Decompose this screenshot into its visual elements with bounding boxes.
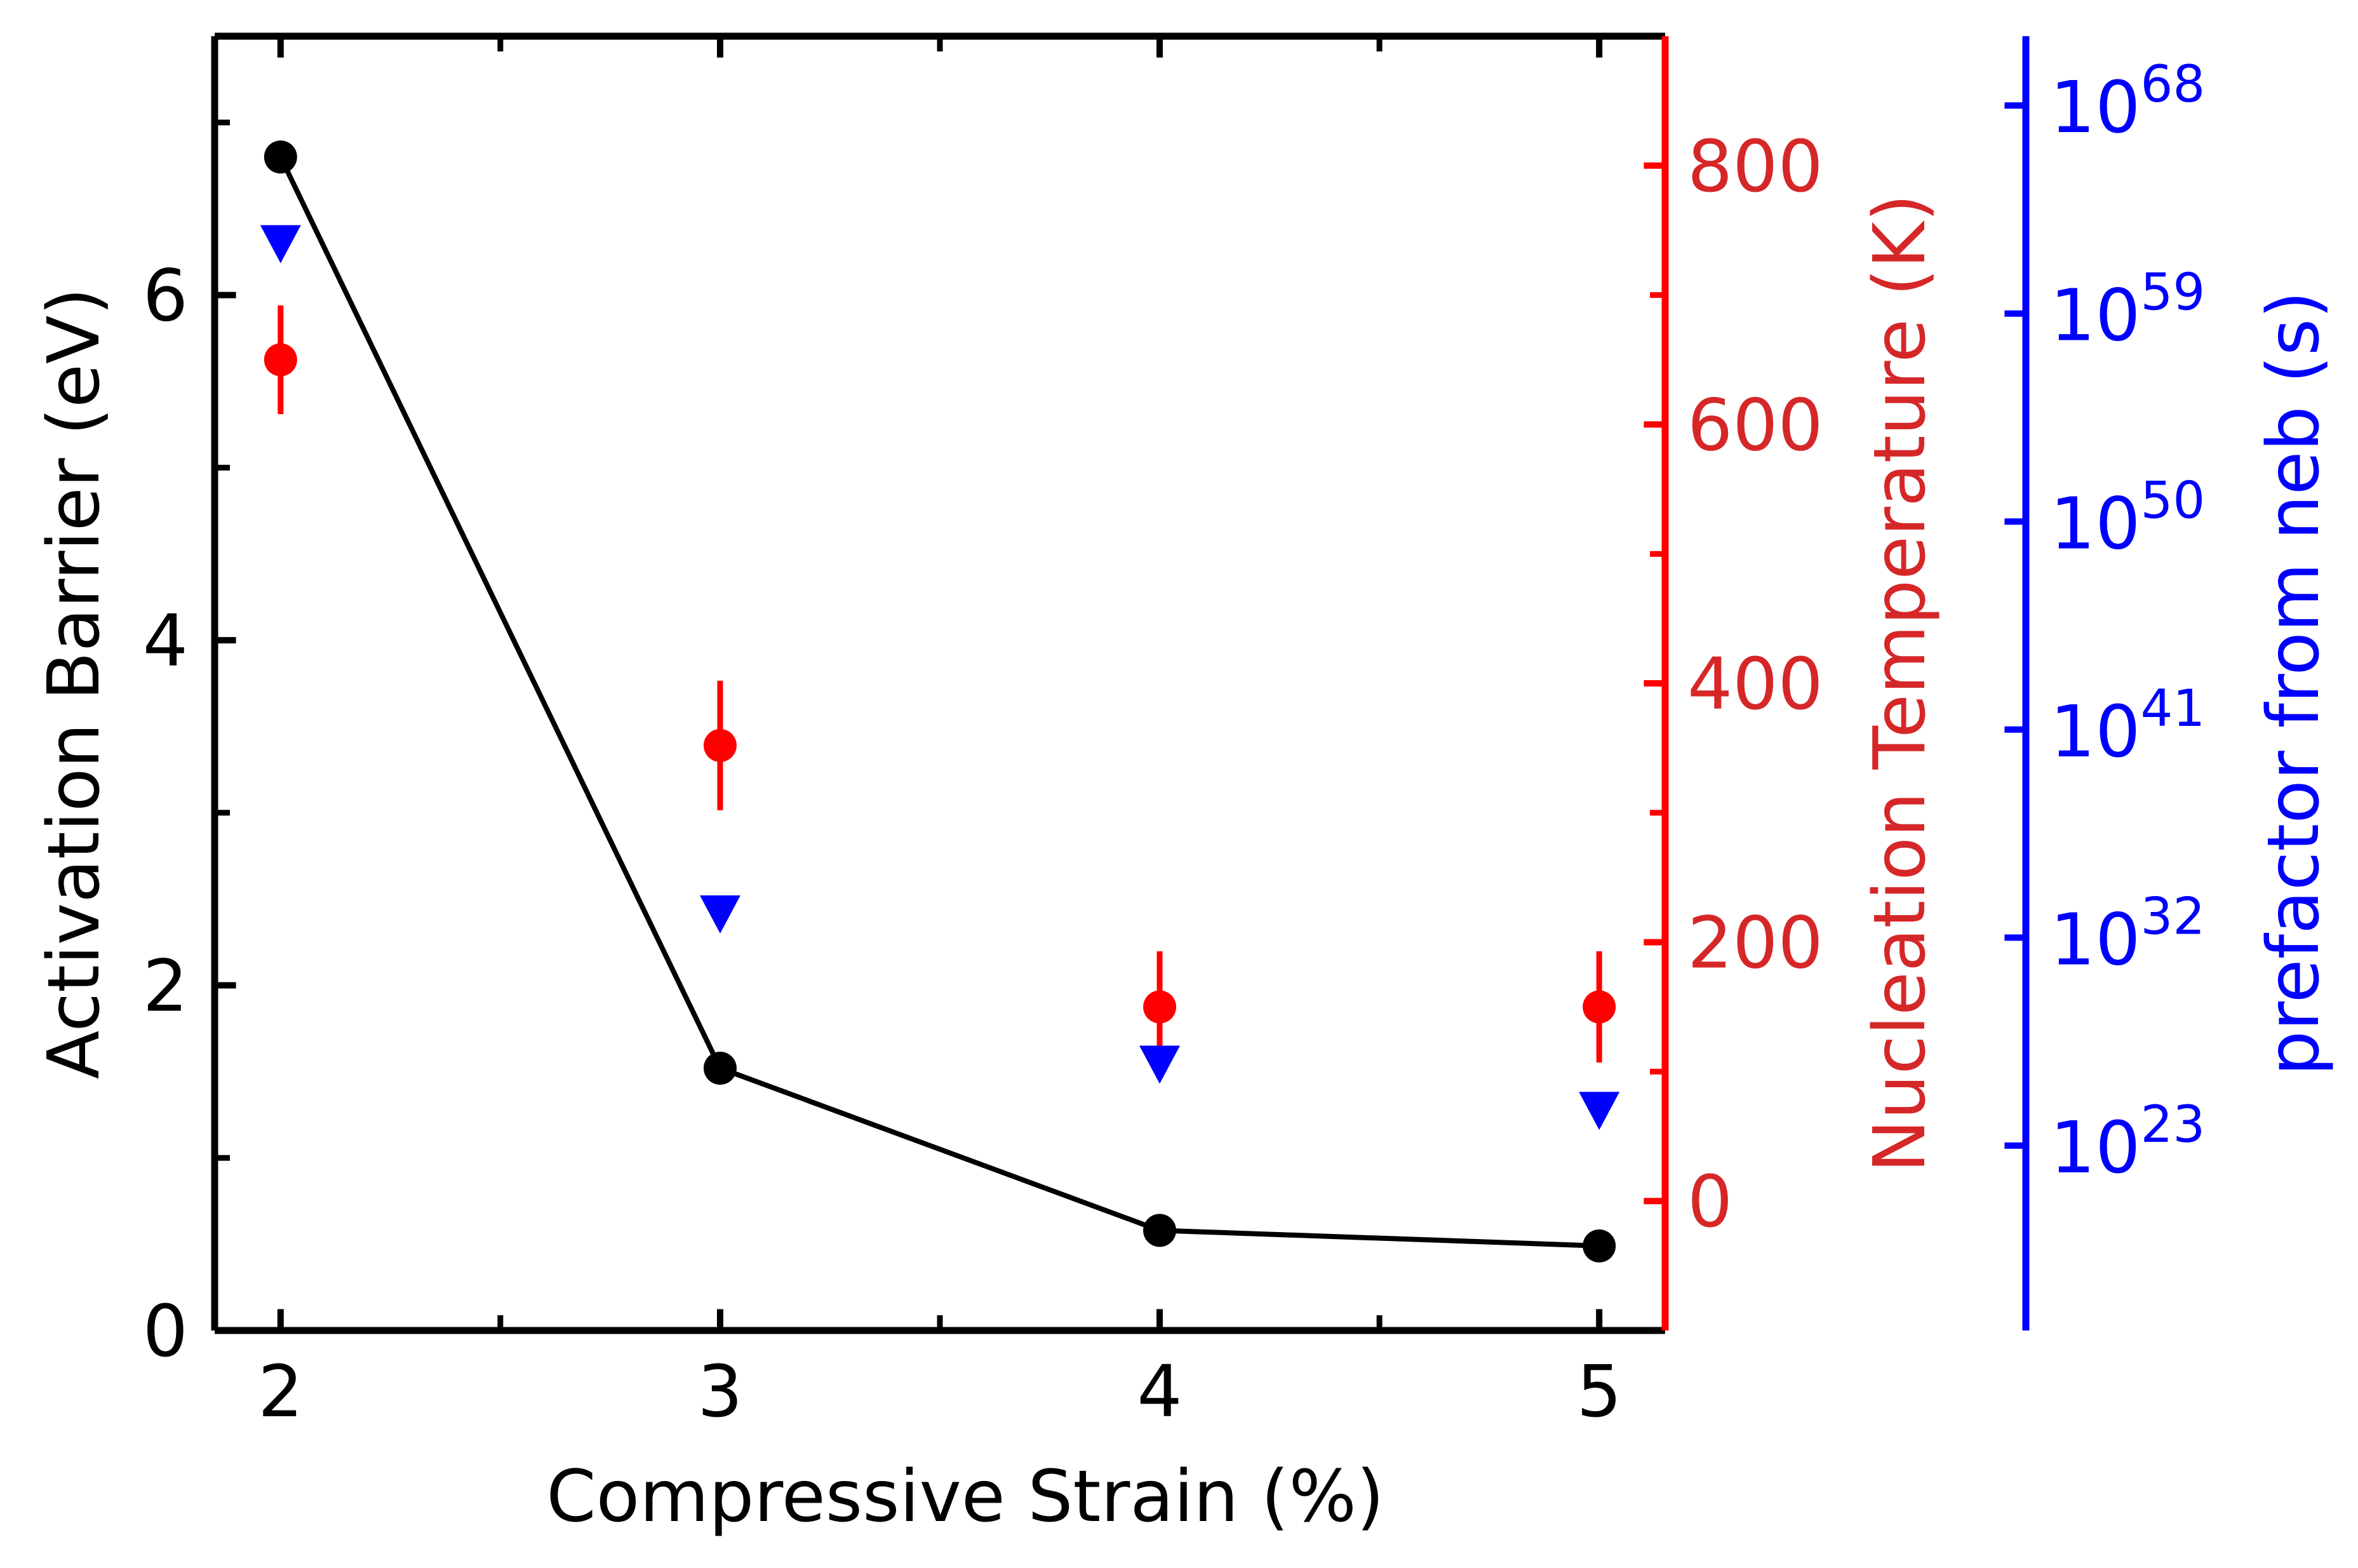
data-point-triangle	[1139, 1045, 1181, 1084]
far-right-y-tick-label: 1032	[2050, 887, 2205, 981]
x-tick-label: 5	[1577, 1351, 1622, 1433]
data-point	[264, 343, 297, 377]
right-y-tick-label: 200	[1687, 902, 1823, 985]
left-y-tick-label: 4	[143, 600, 188, 683]
data-point	[703, 1051, 737, 1085]
right-y-tick-label: 0	[1687, 1161, 1732, 1243]
left-y-axis-label: Activation Barrier (eV)	[33, 288, 116, 1080]
left-y-tick-label: 6	[143, 255, 188, 338]
right-y-tick-label: 800	[1687, 126, 1823, 208]
series-left	[264, 140, 1616, 1263]
far-right-y-tick-label: 1050	[2050, 471, 2205, 565]
far-right-y-axis-label: prefactor from neb (s)	[2253, 291, 2335, 1076]
series-left-line	[278, 156, 1600, 1249]
far-right-y-tick-label: 1023	[2050, 1095, 2205, 1189]
right-y-tick-label: 400	[1687, 643, 1823, 726]
left-y-tick-label: 0	[143, 1290, 188, 1373]
data-point-triangle	[699, 895, 740, 934]
far-right-y-tick-label: 1059	[2050, 263, 2205, 358]
series-right	[264, 305, 1616, 1063]
x-tick-label: 4	[1137, 1351, 1182, 1433]
x-tick-label: 2	[258, 1351, 303, 1433]
data-point	[264, 140, 297, 174]
data-point	[703, 728, 737, 762]
data-point-triangle	[260, 225, 301, 264]
right-y-tick-label: 600	[1687, 384, 1823, 467]
data-point	[1583, 1229, 1616, 1263]
series-far_right	[260, 225, 1620, 1130]
data-point	[1143, 990, 1177, 1024]
x-axis-label: Compressive Strain (%)	[546, 1456, 1384, 1538]
right-y-axis-label: Nucleation Temperature (K)	[1859, 194, 1941, 1172]
data-point	[1583, 990, 1616, 1024]
far-right-y-tick-label: 1041	[2050, 679, 2205, 774]
data-point-triangle	[1579, 1092, 1620, 1130]
data-point	[1143, 1214, 1177, 1247]
x-tick-label: 3	[697, 1351, 742, 1433]
far-right-y-tick-label: 1068	[2050, 55, 2205, 149]
left-y-tick-label: 2	[143, 946, 188, 1028]
